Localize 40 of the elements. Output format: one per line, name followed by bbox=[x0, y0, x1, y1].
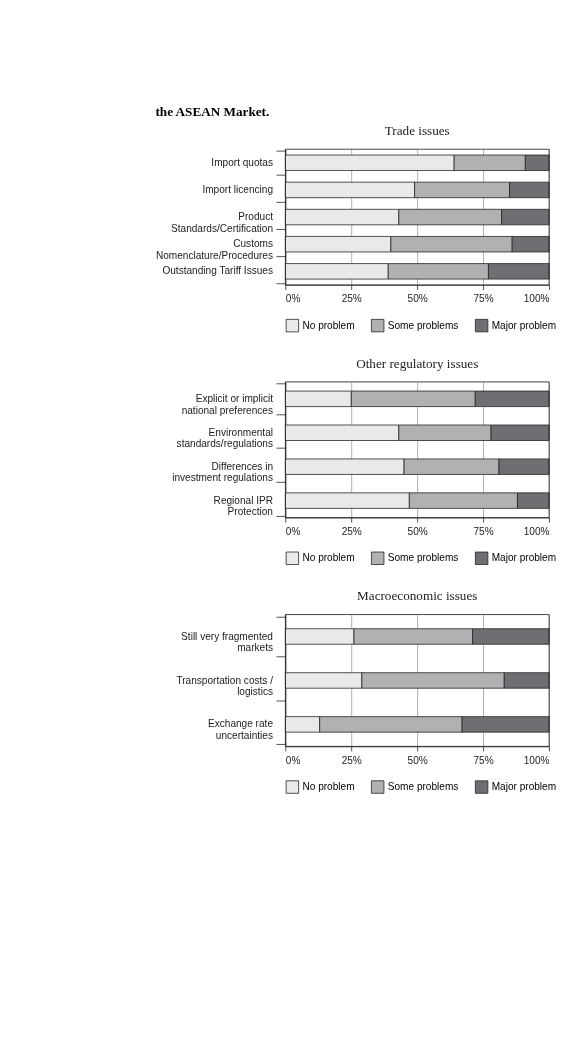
x-tick-label: 25% bbox=[341, 293, 362, 305]
x-tick-label: 100% bbox=[523, 754, 550, 766]
text: the ASEAN Market. bbox=[155, 103, 270, 119]
y-tick-label: Exchange rate uncertainties bbox=[207, 718, 274, 742]
legend-label: Major problem bbox=[491, 552, 557, 564]
x-tick-label: 0% bbox=[285, 526, 301, 538]
x-tick-label: 75% bbox=[473, 754, 494, 766]
legend-label: Some problems bbox=[387, 552, 459, 564]
chart-title: Other regulatory issues bbox=[356, 355, 479, 371]
legend-label: Major problem bbox=[491, 781, 557, 793]
legend-label: Some problems bbox=[387, 781, 459, 793]
x-tick-label: 0% bbox=[285, 754, 301, 766]
y-tick-label: Explicit or implicit national preferences bbox=[181, 392, 274, 416]
y-tick-label: Differences in investment regulations bbox=[172, 460, 273, 484]
y-tick-label: Outstanding Tariff Issues bbox=[162, 265, 273, 277]
legend-label: No problem bbox=[302, 781, 355, 793]
legend-label: Some problems bbox=[387, 319, 459, 331]
y-tick-label: Customs Nomenclature/Procedures bbox=[155, 238, 273, 261]
y-tick-label: Environmental standards/regulations bbox=[176, 426, 273, 450]
x-tick-label: 25% bbox=[341, 754, 362, 766]
x-tick-label: 100% bbox=[523, 526, 550, 538]
chart-title: Trade issues bbox=[384, 122, 450, 138]
x-tick-label: 75% bbox=[473, 526, 494, 538]
x-tick-label: 50% bbox=[407, 293, 428, 305]
legend-label: Major problem bbox=[491, 319, 557, 331]
y-tick-label: Import quotas bbox=[211, 156, 273, 168]
legend-label: No problem bbox=[302, 552, 355, 564]
x-tick-label: 50% bbox=[407, 754, 428, 766]
y-tick-label: Import licencing bbox=[202, 184, 273, 196]
legend-label: No problem bbox=[302, 319, 355, 331]
y-tick-label: Product Standards/Certification bbox=[171, 211, 274, 234]
y-tick-label: Transportation costs / logistics bbox=[176, 674, 274, 698]
y-tick-label: Regional IPR Protection bbox=[213, 494, 273, 518]
x-tick-label: 100% bbox=[523, 293, 550, 305]
x-tick-label: 25% bbox=[341, 526, 362, 538]
x-tick-label: 50% bbox=[407, 526, 428, 538]
chart-title: Macroeconomic issues bbox=[357, 588, 478, 604]
y-tick-label: Still very fragmented markets bbox=[181, 630, 273, 654]
x-tick-label: 0% bbox=[285, 293, 301, 305]
x-tick-label: 75% bbox=[473, 293, 494, 305]
